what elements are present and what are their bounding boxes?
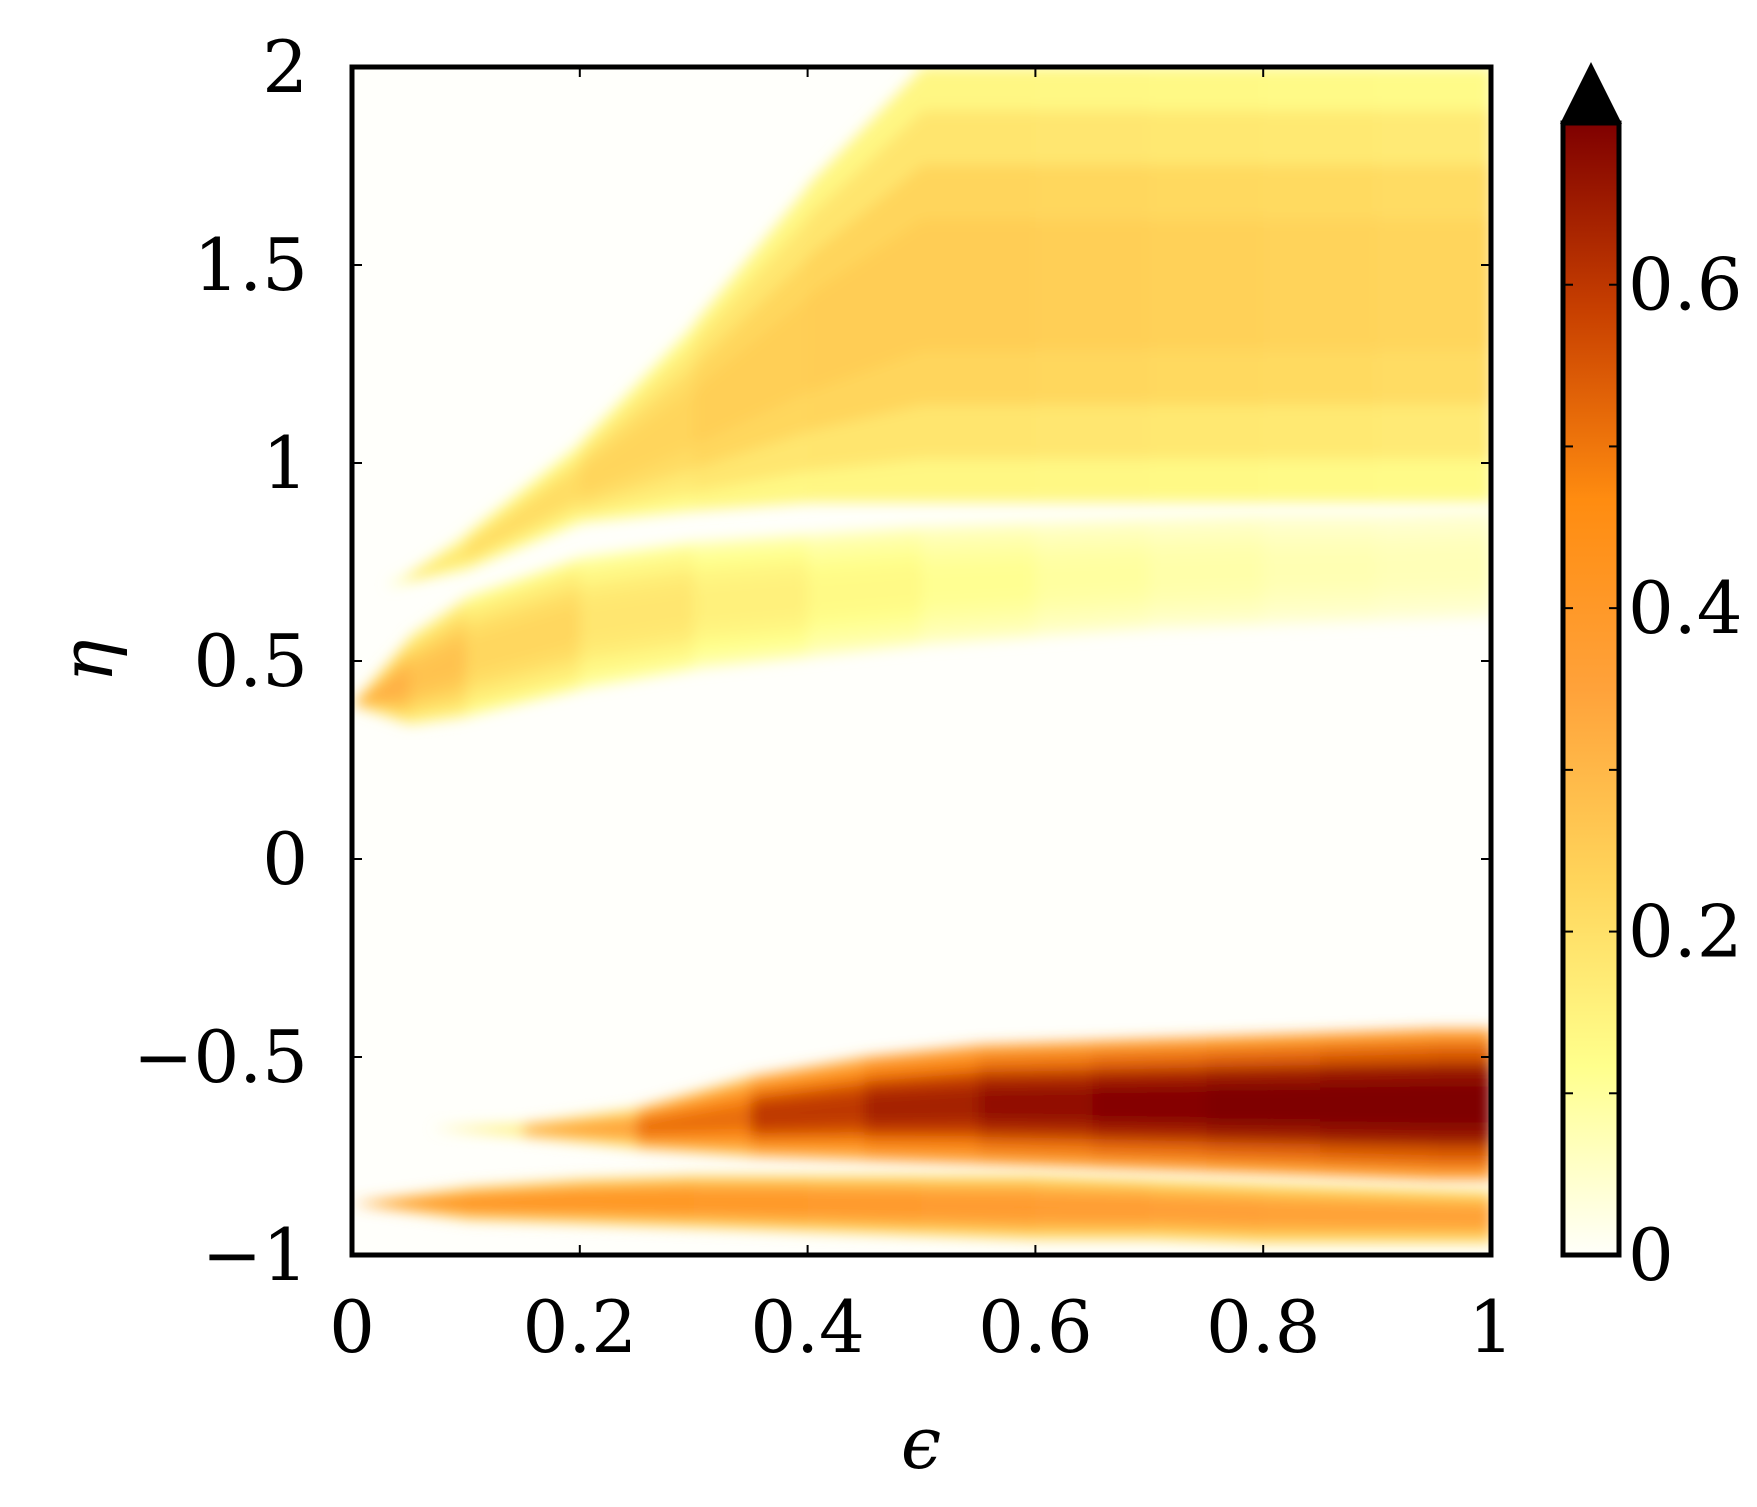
heat-cell [352,667,411,705]
heat-cell [522,1122,639,1135]
y-tick-label: 0 [262,817,308,901]
heat-cell [1263,219,1379,351]
x-tick-label: 1 [1468,1285,1514,1369]
heat-band-4 [352,1175,1491,1244]
heat-cell [693,577,810,625]
heat-cell [1377,547,1491,584]
x-tick-label: 0 [329,1285,375,1369]
heat-cell [408,639,468,694]
heat-band-1 [386,67,1491,586]
heat-cell [579,389,696,495]
heat-cell [579,1193,696,1210]
heat-cell [636,1104,753,1135]
heat-cell [921,1196,1037,1217]
heat-cell [921,562,1037,604]
heat-cell [1320,1081,1436,1128]
heatmap-layer [352,67,1491,1244]
heat-cell [1377,1207,1491,1226]
heat-cell [386,573,411,586]
heat-cell [465,470,582,558]
x-axis-label: ϵ [901,1401,941,1485]
heat-cell [386,576,411,586]
heat-cell [807,567,923,615]
heat-cell [1035,557,1151,597]
heat-cell [408,546,468,579]
heat-cell [1149,1200,1265,1223]
plot-area [349,64,1494,1258]
heat-cell [921,219,1037,351]
colorbar-tick-label: 0.4 [1628,566,1743,650]
x-tick-label: 0.4 [750,1285,865,1369]
heat-band-2 [352,510,1491,725]
y-tick-label: −0.5 [133,1015,308,1099]
heat-cell [807,1195,923,1215]
heat-cell [978,1085,1094,1124]
heat-cell [465,603,582,675]
heat-band-3 [431,1029,1491,1180]
heat-cell [1035,219,1151,351]
colorbar-frame [1560,120,1622,1258]
x-tick-label: 0.2 [523,1285,638,1369]
colorbar: 0 0.2 0.4 0.6 [1560,62,1743,1297]
colorbar-tick-label: 0 [1628,1213,1674,1297]
heat-cell [431,1128,525,1132]
colorbar-tick-label: 0.2 [1628,890,1743,974]
y-tick-label: 2 [262,25,308,109]
heat-cell [1263,551,1379,587]
heat-cell [386,575,411,586]
heat-cell [352,1198,468,1209]
heat-cell [1377,219,1491,351]
heat-cell [1149,219,1265,351]
colorbar-tick-label: 0.6 [1628,243,1743,327]
y-tick-label: 1.5 [193,223,308,307]
heat-cell [1092,1084,1208,1125]
x-tick-label: 0.6 [978,1285,1093,1369]
heat-cell [864,1086,980,1124]
y-axis-label: η [45,639,129,682]
heat-cell [693,1193,810,1212]
y-tick-label: 0.5 [193,619,308,703]
heat-cell [1206,1083,1322,1126]
heat-cell [465,1195,582,1209]
y-tick-label: −1 [202,1213,308,1297]
heat-cell [1263,1204,1379,1224]
x-axis: 0 0.2 0.4 0.6 0.8 1 [329,67,1514,1369]
y-axis: −1 −0.5 0 0.5 1 1.5 2 [133,25,1491,1297]
colorbar-extend-arrow [1560,62,1622,124]
heat-cell [579,586,696,643]
x-tick-label: 0.8 [1206,1285,1321,1369]
heat-cell [750,1093,867,1129]
y-tick-label: 1 [262,421,308,505]
colorbar-gradient [1563,123,1619,1255]
heat-cell [1434,1081,1491,1128]
heat-cell [807,219,923,392]
heat-cell [1149,553,1265,591]
heat-cell [386,574,411,586]
heat-cell [1035,1198,1151,1219]
heat-cell [693,296,810,446]
